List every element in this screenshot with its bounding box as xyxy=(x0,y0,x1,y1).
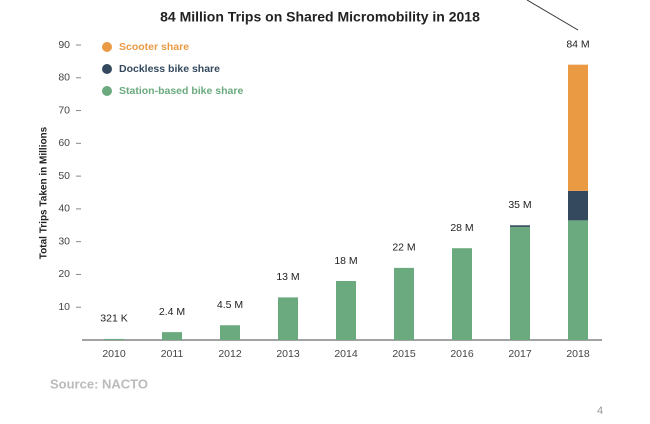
bar-segment xyxy=(220,325,240,340)
x-tick-label: 2017 xyxy=(508,348,532,360)
legend-marker xyxy=(102,42,112,52)
x-tick-label: 2015 xyxy=(392,348,416,360)
y-tick-label: 60 xyxy=(58,137,70,149)
legend-label: Dockless bike share xyxy=(119,63,220,75)
total-label: 84 M xyxy=(566,38,589,50)
bar-segment xyxy=(162,332,182,340)
total-label: 18 M xyxy=(334,255,357,267)
total-label: 2.4 M xyxy=(159,306,185,318)
bar-segment xyxy=(452,248,472,340)
x-tick-label: 2012 xyxy=(218,348,242,360)
y-tick-label: 70 xyxy=(58,104,70,116)
x-tick-label: 2013 xyxy=(276,348,300,360)
y-tick-label: 40 xyxy=(58,203,70,215)
bar-segment xyxy=(510,225,530,227)
total-label: 35 M xyxy=(508,199,531,211)
legend-marker xyxy=(102,64,112,74)
bar-segment xyxy=(568,220,588,340)
bar-segment xyxy=(568,190,588,221)
y-tick-label: 30 xyxy=(58,235,70,247)
total-label: 13 M xyxy=(276,271,299,283)
x-tick-label: 2011 xyxy=(161,348,184,360)
total-label: 4.5 M xyxy=(217,299,243,311)
y-tick-label: 80 xyxy=(58,72,70,84)
bar-segment xyxy=(568,64,588,191)
bar-segment xyxy=(394,267,414,340)
source: Source: NACTO xyxy=(50,376,148,391)
y-tick-label: 50 xyxy=(58,170,70,182)
chart-title: 84 Million Trips on Shared Micromobility… xyxy=(160,9,480,25)
legend-label: Station-based bike share xyxy=(119,85,243,97)
total-label: 28 M xyxy=(450,222,473,234)
legend-marker xyxy=(102,86,112,96)
y-axis-label: Total Trips Taken in Millions xyxy=(39,126,50,259)
x-tick-label: 2014 xyxy=(334,348,358,360)
bar-segment xyxy=(104,338,124,340)
y-tick-label: 90 xyxy=(58,39,70,51)
y-tick-label: 20 xyxy=(58,268,70,280)
bar-segment xyxy=(510,226,530,340)
x-tick-label: 2018 xyxy=(566,348,590,360)
page-number: 4 xyxy=(597,405,603,417)
total-label: 22 M xyxy=(392,242,415,254)
legend-label: Scooter share xyxy=(119,41,189,53)
x-tick-label: 2010 xyxy=(102,348,126,360)
x-tick-label: 2016 xyxy=(450,348,474,360)
total-label: 321 K xyxy=(100,313,127,325)
pointer-line xyxy=(526,0,579,31)
bar-segment xyxy=(336,281,356,340)
y-tick-label: 10 xyxy=(58,301,70,313)
bar-segment xyxy=(278,297,298,340)
